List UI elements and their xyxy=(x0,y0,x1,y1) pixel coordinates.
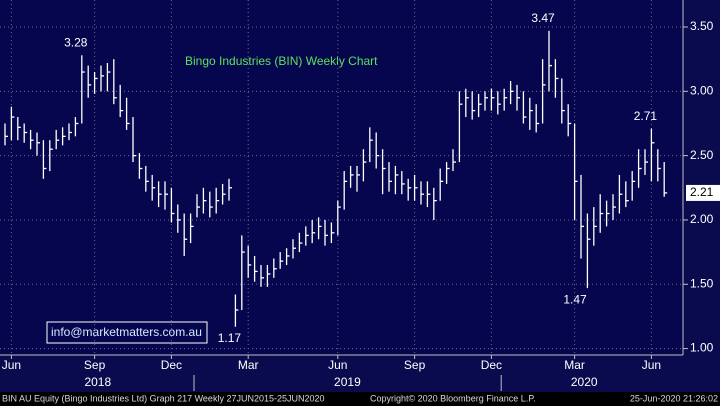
annotation: 3.47 xyxy=(531,11,555,25)
x-tick-label: Sep xyxy=(84,358,106,372)
x-tick-label: Mar xyxy=(564,358,585,372)
footer-right: 25-Jun-2020 21:26:02 xyxy=(630,393,718,403)
x-tick-label: Dec xyxy=(161,358,182,372)
last-price-box xyxy=(686,184,720,201)
footer-center: Copyright© 2020 Bloomberg Finance L.P. xyxy=(370,393,536,403)
footer-left: BIN AU Equity (Bingo Industries Ltd) Gra… xyxy=(2,393,325,403)
chart-title: Bingo Industries (BIN) Weekly Chart xyxy=(185,54,378,68)
x-tick-label: Dec xyxy=(481,358,502,372)
y-tick-label: 3.50 xyxy=(690,19,714,33)
x-tick-label: Sep xyxy=(404,358,426,372)
year-label: 2020 xyxy=(571,375,598,389)
annotation: 3.28 xyxy=(64,35,88,49)
year-label: 2019 xyxy=(334,375,361,389)
contact[interactable]: info@marketmatters.com.au xyxy=(51,325,202,339)
y-tick-label: 3.00 xyxy=(690,83,714,97)
y-tick-label: 1.50 xyxy=(690,276,714,290)
annotation: 1.47 xyxy=(563,292,587,306)
last-price-label: 2.21 xyxy=(690,185,714,199)
year-label: 2018 xyxy=(84,375,111,389)
annotation: 2.71 xyxy=(634,109,658,123)
x-tick-label: Mar xyxy=(238,358,259,372)
y-tick-label: 2.50 xyxy=(690,148,714,162)
x-tick-label: Jun xyxy=(328,358,347,372)
y-tick-label: 1.00 xyxy=(690,341,714,355)
annotation: 1.17 xyxy=(218,331,242,345)
x-tick-label: Jun xyxy=(2,358,21,372)
x-tick-label: Jun xyxy=(642,358,661,372)
contact-box xyxy=(46,321,208,344)
y-tick-label: 2.00 xyxy=(690,212,714,226)
footer-bar xyxy=(0,392,720,406)
